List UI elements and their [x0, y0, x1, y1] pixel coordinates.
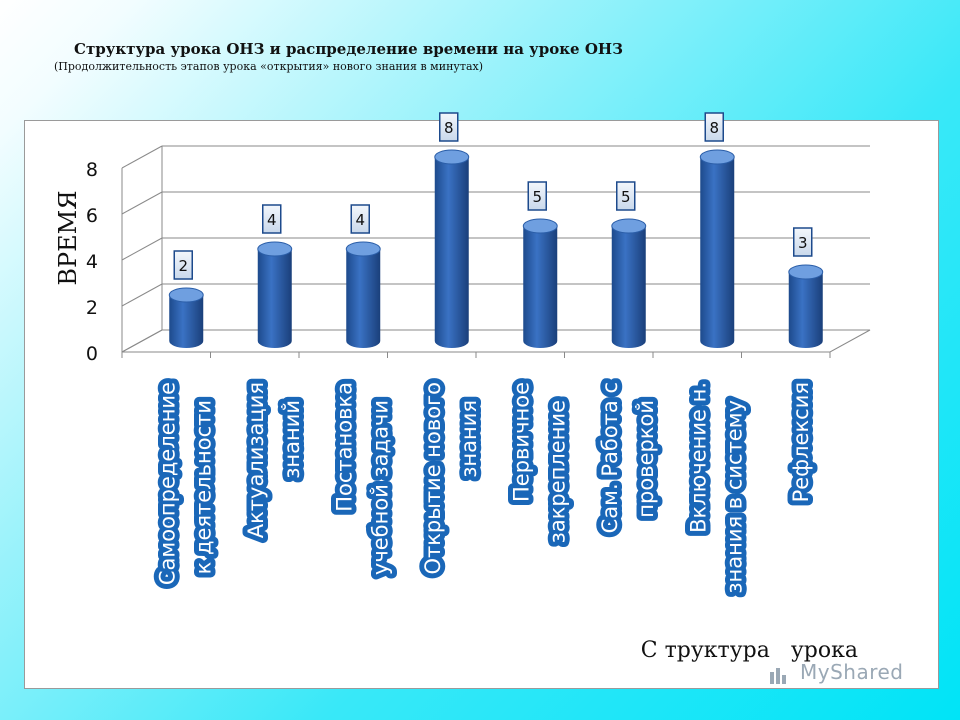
data-label: 8 — [444, 119, 454, 137]
bar-top — [257, 241, 293, 257]
category-label-line: Включение н. — [686, 382, 710, 533]
category-label-line: проверкой — [634, 400, 658, 518]
category-labels: Самоопределение к деятельности Актуализаци… — [150, 377, 818, 599]
chart-subtitle: (Продолжительность этапов урока «открыти… — [54, 60, 484, 73]
y-tick-label: 2 — [86, 297, 98, 319]
bar: 8 — [699, 112, 735, 348]
y-axis-title: ВРЕМЯ — [54, 190, 82, 285]
data-label: 5 — [621, 188, 631, 206]
y-tick-label: 0 — [86, 343, 98, 365]
category-label: Первичное закрепление — [504, 377, 574, 548]
bar-body — [257, 249, 292, 348]
bar-top — [168, 287, 204, 303]
category-label-line: знаний — [280, 400, 304, 479]
category-label-line: к деятельности — [191, 400, 215, 574]
gridlines — [121, 145, 870, 353]
category-label: Самоопределение к деятельности — [150, 377, 220, 590]
data-label-box — [793, 227, 813, 257]
bars: 2 4 4 8 5 5 8 3 — [168, 112, 824, 348]
bar: 4 — [345, 204, 381, 348]
chart-frame — [24, 120, 939, 689]
category-label-line: Открытие нового — [421, 382, 445, 575]
bar-top — [522, 218, 558, 234]
gridline-side — [121, 145, 163, 169]
gridline-side — [121, 191, 163, 215]
bar-top — [434, 149, 470, 165]
category-label: Актуализация знаний — [239, 377, 309, 543]
data-label: 3 — [798, 234, 808, 252]
category-label: Сам. Работа с проверкой — [593, 377, 663, 538]
watermark-text: MyShared — [800, 660, 904, 684]
category-label-line: Постановка — [332, 382, 356, 512]
data-label: 2 — [178, 257, 188, 275]
bar-top — [611, 218, 647, 234]
category-label-line: закрепление — [545, 400, 569, 543]
bar-body — [434, 157, 469, 348]
data-label: 5 — [532, 188, 542, 206]
category-label: Открытие нового знания — [416, 377, 486, 580]
data-label-box — [527, 181, 547, 211]
category-label-line: знания — [457, 400, 481, 478]
bar-body — [788, 272, 823, 348]
x-axis-title: С труктура урока — [641, 638, 858, 663]
bar-top — [345, 241, 381, 257]
category-label: Постановка учебной задачи — [327, 377, 397, 580]
gridline-side — [121, 283, 163, 307]
floor — [121, 329, 871, 353]
bar-body — [169, 295, 204, 348]
data-label: 4 — [267, 211, 277, 229]
data-label: 8 — [709, 119, 719, 137]
bar: 3 — [788, 227, 824, 348]
bar-body — [346, 249, 381, 348]
data-label-box — [439, 112, 459, 142]
bar-body — [611, 226, 646, 348]
bar-body — [523, 226, 558, 348]
category-label-line: Рефлексия — [789, 382, 813, 502]
y-tick-label: 6 — [86, 205, 98, 227]
y-tick-label: 8 — [86, 159, 98, 181]
axes: 0 2 4 6 8 — [86, 146, 871, 365]
category-label: Рефлексия — [784, 377, 818, 507]
bar: 4 — [257, 204, 293, 348]
category-label-line: Самоопределение — [155, 382, 179, 585]
bar: 5 — [611, 181, 647, 348]
bar-top — [699, 149, 735, 165]
bar: 2 — [168, 250, 204, 348]
category-label: Включение н. знания в систему — [681, 377, 751, 599]
data-label-box — [350, 204, 370, 234]
category-label-line: Актуализация — [244, 382, 268, 538]
category-label-line: знания в систему — [722, 400, 746, 594]
data-label-box — [704, 112, 724, 142]
category-label-line: Первичное — [509, 382, 533, 502]
watermark-icon — [770, 668, 786, 684]
category-label-line: учебной задачи — [368, 400, 392, 575]
data-label: 4 — [355, 211, 365, 229]
data-label-box — [173, 250, 193, 280]
bar: 8 — [434, 112, 470, 348]
y-tick-label: 4 — [86, 251, 98, 273]
gridline-side — [121, 237, 163, 261]
data-label-box — [262, 204, 282, 234]
bar-body — [700, 157, 735, 348]
bar-top — [788, 264, 824, 280]
category-label-line: Сам. Работа с — [598, 382, 622, 533]
chart-title: Структура урока ОНЗ и распределение врем… — [74, 40, 623, 58]
data-label-box — [616, 181, 636, 211]
bar: 5 — [522, 181, 558, 348]
